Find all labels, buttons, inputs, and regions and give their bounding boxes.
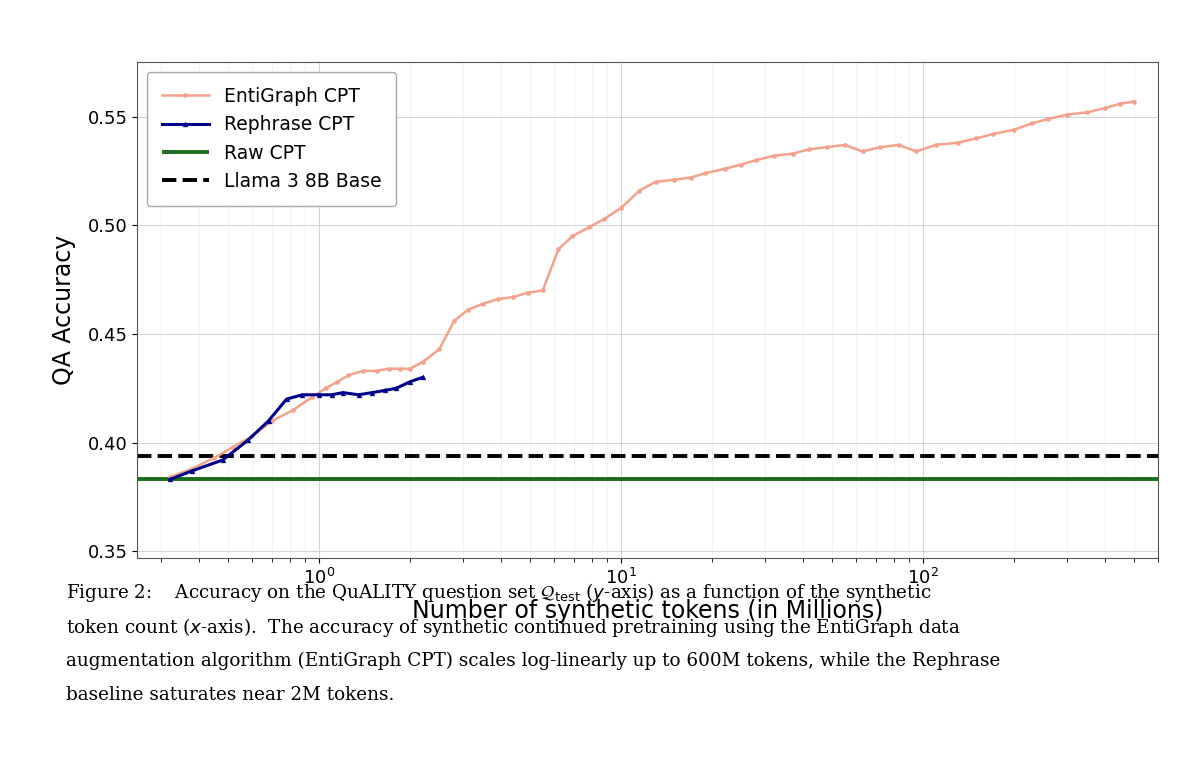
Rephrase CPT [351, 390, 365, 399]
Rephrase CPT [336, 388, 350, 397]
Text: token count ($x$-axis).  The accuracy of synthetic continued pretraining using t: token count ($x$-axis). The accuracy of … [66, 616, 960, 639]
Rephrase CPT [240, 436, 254, 445]
Legend: EntiGraph CPT, Rephrase CPT, Raw CPT, Llama 3 8B Base: EntiGraph CPT, Rephrase CPT, Raw CPT, Ll… [147, 72, 396, 206]
Rephrase CPT [377, 386, 392, 395]
EntiGraph CPT [1127, 97, 1141, 106]
Rephrase CPT [295, 390, 309, 399]
EntiGraph CPT [208, 453, 222, 463]
EntiGraph CPT [402, 364, 417, 374]
EntiGraph CPT [285, 406, 300, 415]
Text: augmentation algorithm (EntiGraph CPT) scales log-linearly up to 600M tokens, wh: augmentation algorithm (EntiGraph CPT) s… [66, 651, 1001, 669]
Rephrase CPT [185, 466, 199, 476]
Rephrase CPT [389, 384, 404, 393]
EntiGraph CPT [633, 186, 647, 195]
Text: baseline saturates near 2M tokens.: baseline saturates near 2M tokens. [66, 686, 394, 704]
Y-axis label: QA Accuracy: QA Accuracy [53, 235, 76, 385]
Rephrase CPT [312, 390, 326, 399]
Rephrase CPT [162, 475, 177, 484]
X-axis label: Number of synthetic tokens (in Millions): Number of synthetic tokens (in Millions) [412, 598, 884, 622]
Rephrase CPT [416, 373, 430, 382]
Rephrase CPT [325, 390, 339, 399]
EntiGraph CPT [162, 473, 177, 482]
Rephrase CPT [402, 377, 417, 386]
Rephrase CPT [261, 417, 276, 426]
Rephrase CPT [279, 395, 294, 404]
Text: Figure 2:    Accuracy on the QuALITY question set $\mathcal{Q}_{\mathrm{test}}$ : Figure 2: Accuracy on the QuALITY questi… [66, 581, 931, 604]
EntiGraph CPT [837, 140, 851, 150]
Line: EntiGraph CPT: EntiGraph CPT [167, 99, 1137, 480]
Rephrase CPT [365, 388, 380, 397]
EntiGraph CPT [331, 377, 345, 386]
Line: Rephrase CPT: Rephrase CPT [167, 375, 425, 482]
Rephrase CPT [216, 456, 230, 465]
